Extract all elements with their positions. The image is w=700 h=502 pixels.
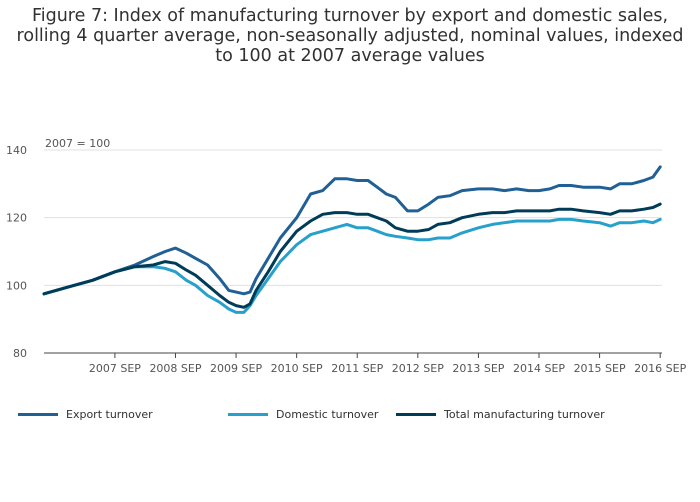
- x-tick-label: 2012 SEP: [392, 362, 444, 375]
- legend-label-total: Total manufacturing turnover: [444, 408, 605, 421]
- y-tick-label: 120: [6, 212, 27, 225]
- chart-title-line-2: rolling 4 quarter average, non-seasonall…: [16, 26, 684, 46]
- chart-title-line-1: Figure 7: Index of manufacturing turnove…: [31, 6, 669, 26]
- x-tick-label: 2013 SEP: [452, 362, 504, 375]
- x-tick-label: 2008 SEP: [149, 362, 201, 375]
- legend-swatch-domestic: [228, 413, 268, 416]
- legend-swatch-total: [396, 413, 436, 416]
- grid: [44, 149, 662, 358]
- legend: Export turnover Domestic turnover Total …: [18, 408, 698, 426]
- y-tick-label: 100: [6, 279, 27, 292]
- y-tick-label: 80: [13, 347, 27, 360]
- unit-label: 2007 = 100: [45, 137, 110, 150]
- legend-swatch-export: [18, 413, 58, 416]
- legend-item-export[interactable]: Export turnover: [18, 408, 153, 421]
- x-tick-label: 2007 SEP: [89, 362, 141, 375]
- series-line-export[interactable]: [42, 165, 662, 296]
- series-line-domestic[interactable]: [42, 217, 662, 314]
- x-tick-label: 2009 SEP: [210, 362, 262, 375]
- y-tick-label: 140: [6, 144, 27, 157]
- x-tick-label: 2016 SEP: [634, 362, 686, 375]
- x-tick-label: 2010 SEP: [271, 362, 323, 375]
- chart-title-line-3: to 100 at 2007 average values: [215, 46, 485, 66]
- legend-item-domestic[interactable]: Domestic turnover: [228, 408, 378, 421]
- x-tick-label: 2011 SEP: [331, 362, 383, 375]
- legend-label-domestic: Domestic turnover: [276, 408, 379, 421]
- x-axis: 2007 SEP 2008 SEP 2009 SEP 2010 SEP 2011 SEP…: [89, 362, 687, 375]
- y-axis: 80 100 120 140: [6, 144, 27, 360]
- x-tick-label: 2015 SEP: [574, 362, 626, 375]
- x-tick-label: 2014 SEP: [513, 362, 565, 375]
- chart-title: Figure 7: Index of manufacturing turnove…: [0, 6, 700, 66]
- legend-item-total[interactable]: Total manufacturing turnover: [396, 408, 605, 421]
- legend-label-export: Export turnover: [66, 408, 153, 421]
- series-lines: [42, 165, 662, 314]
- series-line-total[interactable]: [42, 202, 662, 309]
